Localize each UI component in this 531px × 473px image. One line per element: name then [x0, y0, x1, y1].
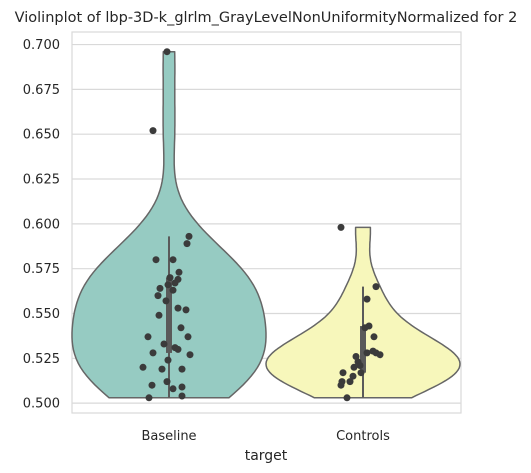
data-point [152, 256, 160, 264]
y-axis-ticks: 0.500 0.525 0.550 0.575 0.600 0.625 0.650 0.675… [23, 38, 60, 412]
data-point [185, 232, 193, 240]
data-point [178, 392, 186, 400]
y-tick-label: 0.650 [23, 128, 60, 143]
data-point [361, 324, 369, 332]
y-tick-label: 0.675 [23, 83, 60, 98]
data-point [363, 349, 371, 357]
data-point [174, 345, 182, 353]
data-point [350, 363, 358, 371]
data-point [370, 333, 378, 341]
data-point [169, 385, 177, 393]
data-point [372, 283, 380, 291]
data-point [337, 223, 345, 231]
y-tick-label: 0.600 [23, 217, 60, 232]
data-point [337, 381, 345, 389]
data-point [178, 365, 186, 373]
data-point [163, 48, 171, 56]
x-axis-ticks: Baseline Controls [141, 429, 390, 444]
data-point [178, 383, 186, 391]
data-point [349, 372, 357, 380]
data-point [144, 333, 152, 341]
data-point [186, 351, 194, 359]
data-point [174, 304, 182, 312]
data-point [343, 394, 351, 402]
data-point [158, 365, 166, 373]
iqr-box-controls [360, 326, 366, 373]
y-tick-label: 0.525 [23, 352, 60, 367]
data-point [177, 324, 185, 332]
data-point [171, 279, 179, 287]
data-point [139, 363, 147, 371]
data-point [145, 394, 153, 402]
y-tick-label: 0.500 [23, 397, 60, 412]
data-point [149, 127, 157, 135]
y-tick-label: 0.550 [23, 307, 60, 322]
data-point [154, 292, 162, 300]
data-point [182, 306, 190, 314]
data-point [175, 268, 183, 276]
violins [71, 48, 461, 402]
data-point [357, 369, 365, 377]
y-tick-label: 0.700 [23, 38, 60, 53]
data-point [166, 274, 174, 282]
data-point [160, 340, 168, 348]
y-tick-label: 0.625 [23, 173, 60, 188]
data-point [148, 381, 156, 389]
data-point [149, 349, 157, 357]
data-point [169, 256, 177, 264]
data-point [339, 369, 347, 377]
data-point [183, 240, 191, 248]
data-point [164, 281, 172, 289]
data-point [352, 353, 360, 360]
x-tick-label: Baseline [141, 429, 196, 444]
data-point [164, 356, 172, 364]
violin-body-baseline [71, 50, 267, 399]
data-point [346, 378, 354, 386]
data-point [156, 284, 164, 292]
data-point [356, 362, 364, 369]
x-axis-label: target [245, 448, 288, 464]
data-point [162, 297, 170, 305]
data-point [163, 378, 171, 386]
data-point [376, 351, 384, 359]
data-point [169, 286, 177, 294]
iqr-box-baseline [166, 277, 172, 353]
data-point [363, 295, 371, 303]
data-point [155, 311, 163, 319]
chart-title: Violinplot of lbp-3D-k_glrlm_GrayLevelNo… [15, 10, 518, 26]
data-point [184, 333, 192, 341]
y-tick-label: 0.575 [23, 262, 60, 277]
x-tick-label: Controls [336, 429, 390, 444]
